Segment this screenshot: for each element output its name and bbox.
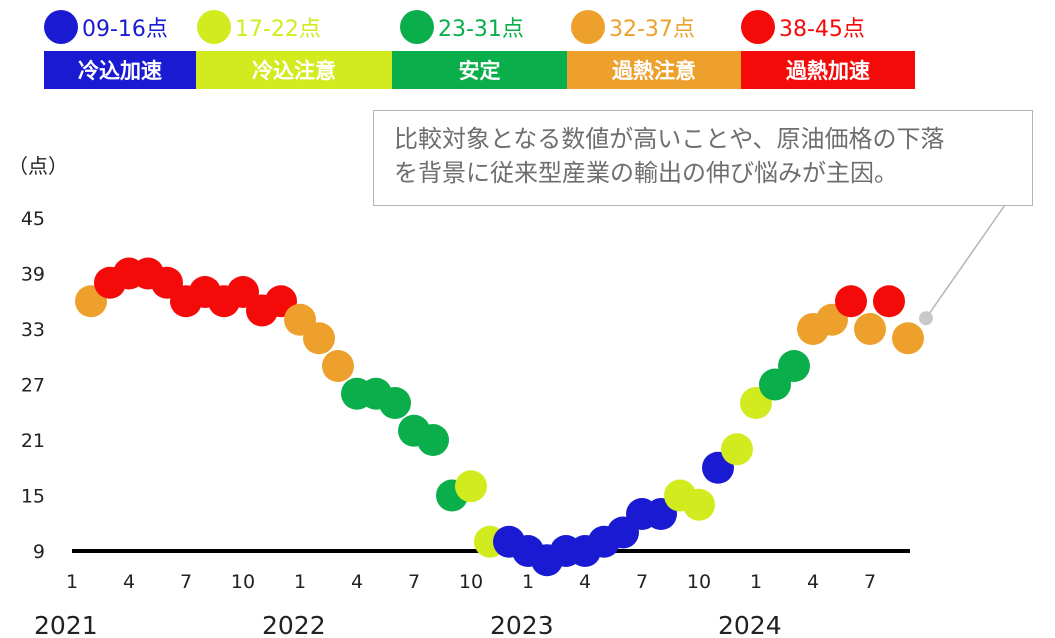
legend-item: 17-22点 (197, 10, 321, 44)
y-tick-label: 27 (21, 375, 45, 397)
legend-range: 38-45点 (779, 17, 865, 42)
data-point (873, 285, 905, 318)
callout-marker (919, 311, 933, 326)
data-point (379, 387, 411, 419)
legend-dot (197, 10, 231, 44)
data-point (892, 322, 924, 355)
x-tick-label: 1 (750, 571, 762, 593)
x-tick-label: 7 (408, 571, 420, 593)
legend-band: 冷込注意 (196, 51, 392, 89)
legend-dot (400, 10, 434, 44)
y-axis-unit: （点） (8, 154, 68, 178)
legend-dot (741, 10, 775, 44)
data-point (322, 350, 354, 382)
data-point (417, 424, 449, 456)
callout-leader-line (925, 204, 1006, 319)
data-point (854, 313, 886, 345)
legend-range: 23-31点 (438, 17, 524, 42)
x-tick-label: 7 (636, 571, 648, 593)
x-tick-label: 4 (351, 571, 363, 593)
y-tick-label: 33 (21, 319, 45, 341)
x-tick-label: 1 (522, 571, 534, 593)
y-tick-label: 9 (33, 541, 45, 563)
y-tick-label: 21 (21, 430, 45, 452)
annotation-callout: 比較対象となる数値が高いことや、原油価格の下落 を背景に従来型産業の輸出の伸び悩… (373, 110, 1033, 206)
y-tick-label: 45 (21, 208, 45, 230)
year-label: 2024 (718, 611, 782, 638)
legend-item: 23-31点 (400, 10, 524, 44)
data-point (303, 322, 335, 355)
legend-range: 17-22点 (235, 17, 321, 42)
legend-band: 過熱注意 (567, 51, 741, 89)
legend-band: 安定 (392, 51, 567, 89)
x-tick-label: 7 (864, 571, 876, 593)
year-label: 2023 (490, 611, 554, 638)
legend-item: 09-16点 (44, 10, 168, 44)
data-point (683, 488, 715, 521)
data-point (455, 470, 487, 503)
legend-item: 38-45点 (741, 10, 865, 44)
data-point (721, 433, 753, 466)
legend-dot (44, 10, 78, 44)
legend-range: 09-16点 (82, 17, 168, 42)
x-tick-label: 1 (66, 571, 78, 593)
x-tick-label: 7 (180, 571, 192, 593)
x-tick-label: 10 (231, 571, 255, 593)
x-tick-label: 10 (459, 571, 483, 593)
year-label: 2021 (34, 611, 98, 638)
legend-range: 32-37点 (609, 17, 695, 42)
year-label: 2022 (262, 611, 326, 638)
x-tick-label: 4 (123, 571, 135, 593)
legend-band: 冷込加速 (44, 51, 196, 89)
legend-dot (571, 10, 605, 44)
x-tick-label: 4 (579, 571, 591, 593)
legend-item: 32-37点 (571, 10, 695, 44)
data-point (778, 350, 810, 382)
y-tick-label: 15 (21, 486, 45, 508)
annotation-line-1: 比較対象となる数値が高いことや、原油価格の下落 (394, 125, 945, 153)
data-point (835, 285, 867, 318)
x-tick-label: 4 (807, 571, 819, 593)
x-tick-label: 1 (294, 571, 306, 593)
x-tick-label: 10 (687, 571, 711, 593)
legend-band: 過熱加速 (741, 51, 915, 89)
legend: 09-16点冷込加速 17-22点冷込注意 23-31点安定 32-37点過熱注意 38… (44, 10, 915, 90)
annotation-line-2: を背景に従来型産業の輸出の伸び悩みが主因。 (394, 159, 898, 187)
y-tick-label: 39 (21, 264, 45, 286)
